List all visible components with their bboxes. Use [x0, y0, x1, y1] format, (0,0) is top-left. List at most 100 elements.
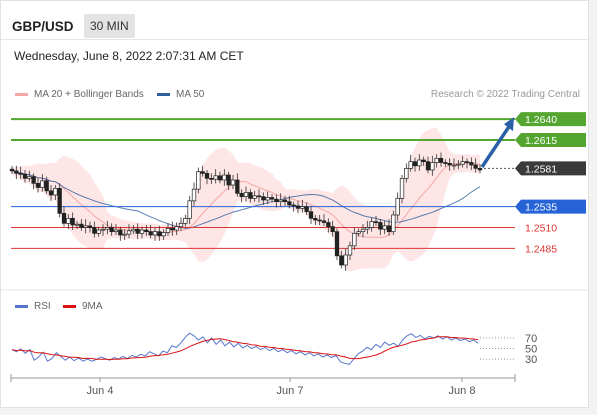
candle — [96, 226, 101, 237]
candle — [347, 241, 353, 260]
candle — [313, 215, 318, 225]
candle — [161, 229, 166, 240]
candle — [144, 225, 149, 236]
candle — [209, 173, 214, 185]
candle — [300, 200, 305, 213]
target-tag-bg — [515, 112, 586, 127]
candle-body — [178, 222, 184, 228]
candle — [122, 229, 127, 240]
candle-body — [386, 225, 392, 233]
ma9-label: 9MA — [82, 301, 103, 312]
time-axis-label: Jun 4 — [87, 385, 114, 397]
candle-body — [300, 206, 305, 209]
candle — [213, 169, 218, 184]
candle — [157, 225, 162, 241]
candle — [408, 155, 413, 172]
candle — [261, 192, 266, 205]
candle-body — [347, 245, 353, 256]
candle — [196, 167, 201, 194]
candle-body — [469, 162, 474, 166]
candle-body — [53, 187, 58, 196]
candle — [404, 163, 409, 183]
candle-body — [443, 162, 448, 164]
candle-body — [447, 162, 452, 166]
candle-body — [391, 214, 396, 233]
candle — [31, 173, 36, 190]
time-axis-label: Jun 7 — [277, 385, 304, 397]
candle-body — [282, 199, 288, 203]
candle-body — [330, 226, 335, 233]
candle-body — [131, 228, 136, 232]
candle — [57, 183, 62, 218]
candle-body — [79, 223, 84, 228]
candle — [204, 170, 210, 185]
candle — [417, 154, 422, 171]
candle-body — [226, 174, 231, 186]
price-tag-1.2640: 1.2640 — [515, 112, 586, 127]
pivot-tag-bg — [515, 199, 586, 214]
candle-body — [408, 161, 413, 169]
rsi-label: RSI — [34, 301, 51, 312]
candle — [256, 189, 262, 203]
target-tag-bg — [515, 133, 586, 147]
candle-body — [239, 192, 244, 198]
candle-body — [66, 217, 71, 224]
legend-9ma: 9MA — [63, 301, 103, 312]
candle — [79, 219, 84, 231]
ma9-swatch — [63, 305, 76, 308]
candle — [148, 225, 153, 239]
candle — [131, 225, 136, 235]
current-tag-text: 1.2581 — [525, 163, 557, 175]
candle-body — [18, 172, 23, 175]
legend-rsi: RSI — [15, 301, 51, 312]
candle — [343, 248, 348, 271]
timeframe-badge[interactable]: 30 MIN — [84, 14, 135, 38]
candle — [469, 157, 474, 170]
pivot-tag-text: 1.2535 — [525, 202, 557, 214]
candle — [222, 169, 227, 186]
candle-body — [70, 217, 75, 226]
candle-body — [243, 192, 249, 198]
rsi-swatch — [15, 305, 28, 308]
candle — [40, 174, 45, 192]
candle-body — [213, 175, 218, 180]
candle-body — [27, 176, 32, 179]
price-tag-1.2485: 1.2485 — [525, 243, 557, 255]
candle-body — [74, 223, 80, 226]
candle — [22, 170, 28, 183]
candle — [282, 195, 288, 206]
candlestick-series — [9, 152, 483, 271]
candle — [391, 210, 396, 235]
candle — [87, 221, 93, 233]
candle-body — [473, 164, 478, 169]
candle-body — [430, 162, 435, 171]
candle-body — [235, 179, 240, 194]
candle — [339, 250, 344, 269]
candle-body — [456, 163, 461, 166]
candle-body — [321, 220, 327, 223]
candle — [70, 212, 75, 230]
candle — [105, 220, 110, 235]
candle — [295, 200, 301, 214]
candle-body — [291, 204, 296, 207]
candle — [113, 224, 119, 235]
candle — [53, 185, 58, 200]
candle-body — [308, 211, 314, 219]
candle-body — [105, 227, 110, 230]
candle-body — [44, 180, 49, 192]
candle-body — [278, 199, 283, 203]
candle-body — [269, 197, 275, 200]
candle — [165, 223, 171, 236]
candle — [248, 189, 253, 203]
candle-body — [304, 206, 309, 213]
candle — [226, 171, 231, 190]
candle — [83, 219, 88, 234]
candle — [178, 217, 184, 231]
candle-body — [122, 233, 127, 236]
candle — [373, 215, 379, 226]
candle-body — [373, 221, 379, 224]
candle — [200, 165, 205, 177]
candle-body — [152, 231, 158, 236]
candle — [109, 223, 114, 236]
